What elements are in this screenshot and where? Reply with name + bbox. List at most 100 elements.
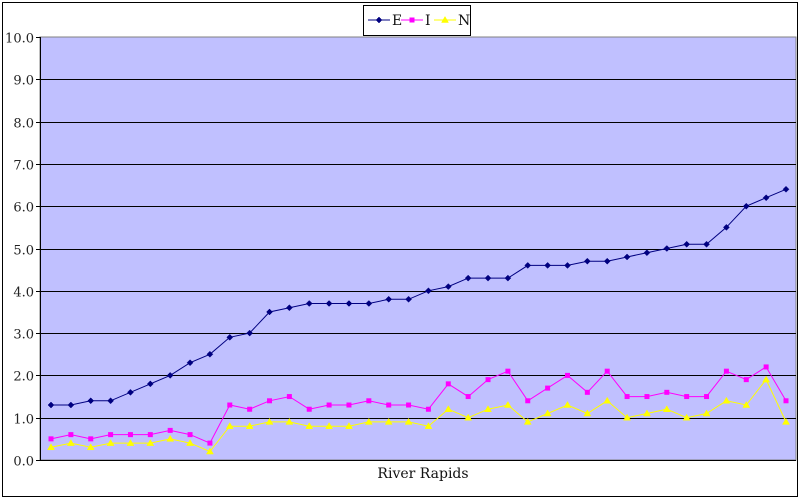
data-point-N	[563, 401, 572, 408]
data-point-E	[246, 329, 254, 337]
data-point-N	[583, 409, 592, 417]
y-tick-label: 9.0	[13, 74, 34, 89]
data-point-N	[384, 417, 393, 425]
data-point-N	[464, 413, 473, 421]
y-tick-label: 1.0	[13, 413, 34, 428]
y-axis: 0.0 1.0 2.0 3.0 4.0 5.0 6.0 7.0 8.0 9.0 10.0	[5, 32, 796, 470]
data-point-N	[166, 434, 175, 442]
data-point-N	[285, 417, 294, 425]
data-point-E	[305, 300, 313, 307]
data-point-I	[207, 440, 213, 446]
series-I	[48, 364, 789, 446]
data-point-I	[366, 398, 372, 404]
data-point-I	[147, 432, 153, 438]
data-point-E	[504, 274, 512, 282]
data-point-E	[345, 300, 353, 307]
data-point-I	[723, 368, 729, 374]
data-point-N	[126, 439, 135, 446]
data-point-I	[624, 394, 630, 400]
series-layer	[47, 185, 790, 455]
data-point-I	[267, 398, 273, 404]
legend-label-I: I	[425, 13, 431, 29]
data-point-N	[543, 409, 552, 417]
y-tick-label: 6.0	[13, 201, 34, 216]
data-point-I	[584, 389, 590, 395]
data-point-E	[166, 372, 174, 379]
data-point-E	[266, 308, 273, 316]
data-point-I	[187, 432, 193, 438]
data-point-E	[107, 397, 114, 405]
data-point-I	[564, 372, 570, 378]
data-point-E	[623, 253, 631, 261]
legend-marker-N	[441, 16, 449, 23]
y-tick-label: 7.0	[13, 159, 34, 174]
data-point-E	[206, 350, 214, 358]
data-point-I	[445, 381, 451, 387]
legend-item-E: E	[368, 13, 402, 29]
data-point-E	[365, 300, 373, 307]
data-point-N	[86, 443, 95, 451]
data-point-N	[782, 417, 790, 425]
legend-label-E: E	[392, 13, 402, 29]
data-point-E	[87, 397, 95, 405]
data-point-E	[544, 262, 551, 269]
data-point-I	[425, 406, 431, 412]
data-point-I	[127, 432, 133, 438]
data-point-N	[722, 396, 731, 404]
series-E	[47, 185, 790, 409]
data-point-N	[623, 413, 632, 421]
data-point-E	[127, 388, 134, 396]
data-point-E	[286, 304, 293, 312]
data-point-N	[742, 401, 751, 408]
data-point-N	[662, 405, 671, 412]
data-point-E	[385, 295, 393, 303]
y-tick-label: 2.0	[13, 370, 34, 385]
data-point-E	[564, 262, 571, 269]
data-point-N	[424, 422, 433, 429]
data-point-I	[326, 402, 332, 408]
legend-marker-E	[375, 16, 383, 24]
data-point-E	[325, 300, 333, 307]
data-point-I	[763, 364, 769, 370]
data-point-I	[68, 432, 74, 438]
data-point-N	[205, 447, 214, 455]
data-point-E	[583, 257, 591, 265]
data-point-E	[484, 274, 492, 282]
data-point-N	[503, 401, 512, 408]
data-point-E	[703, 240, 710, 248]
data-point-I	[684, 394, 690, 400]
data-point-E	[643, 249, 651, 257]
data-point-E	[464, 274, 472, 282]
data-point-E	[742, 202, 750, 210]
data-point-I	[306, 406, 312, 412]
y-tick-label: 8.0	[13, 117, 34, 132]
data-point-N	[702, 409, 711, 417]
data-point-N	[265, 417, 274, 425]
y-tick-label: 10.0	[5, 32, 34, 47]
series-line-I	[50, 366, 787, 444]
plot-area	[39, 36, 797, 461]
legend-label-N: N	[458, 13, 470, 29]
data-point-E	[226, 333, 234, 341]
data-point-E	[186, 359, 194, 367]
data-point-N	[186, 439, 194, 446]
data-point-N	[484, 405, 492, 412]
data-point-N	[225, 422, 234, 429]
data-point-I	[167, 427, 173, 433]
data-point-E	[663, 245, 671, 252]
data-point-I	[346, 402, 352, 408]
data-point-E	[425, 287, 432, 295]
data-point-N	[66, 439, 75, 446]
series-N	[47, 375, 790, 455]
data-point-N	[523, 417, 532, 425]
data-point-N	[47, 443, 55, 451]
data-point-I	[545, 385, 551, 391]
gridlines	[40, 79, 796, 419]
data-point-N	[762, 375, 771, 383]
data-point-I	[505, 368, 511, 374]
data-point-E	[146, 380, 154, 388]
data-point-I	[604, 368, 610, 374]
data-point-N	[404, 417, 413, 425]
